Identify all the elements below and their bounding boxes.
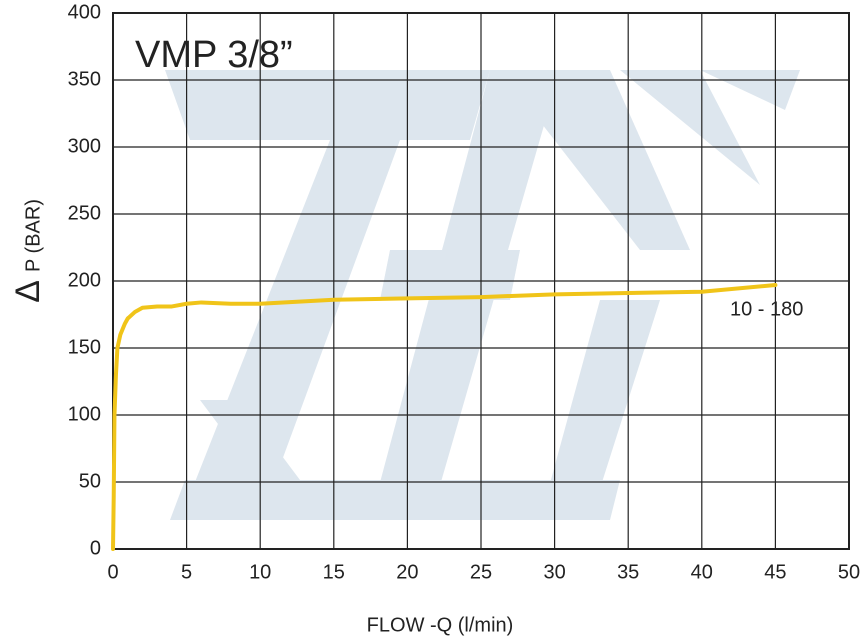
watermark-shape	[620, 70, 760, 185]
annotation: 10 - 180	[730, 298, 803, 320]
watermark-shape	[500, 70, 690, 250]
watermark-shape	[380, 250, 520, 300]
y-tick-label: 300	[68, 135, 101, 157]
x-tick-label: 20	[396, 561, 418, 583]
watermark-shape	[540, 300, 660, 520]
x-tick-label: 0	[107, 561, 118, 583]
x-axis-label: FLOW -Q (l/min)	[367, 614, 514, 636]
y-axis-label-group: Δ P (BAR)	[9, 199, 47, 303]
watermark-shape	[180, 140, 400, 520]
x-tick-label: 50	[838, 561, 860, 583]
y-tick-label: 100	[68, 403, 101, 425]
data-line	[111, 283, 778, 551]
y-axis-label: P (BAR)	[22, 199, 44, 272]
y-tick-label: 400	[68, 1, 101, 23]
chart-title: VMP 3/8”	[135, 34, 293, 76]
x-tick-label: 30	[543, 561, 565, 583]
y-axis-symbol: Δ	[9, 280, 47, 303]
watermark	[165, 70, 800, 520]
y-tick-label: 200	[68, 269, 101, 291]
x-tick-label: 10	[249, 561, 271, 583]
x-tick-label: 40	[691, 561, 713, 583]
x-tick-label: 25	[470, 561, 492, 583]
y-tick-label: 150	[68, 336, 101, 358]
x-tick-label: 5	[181, 561, 192, 583]
x-tick-label: 45	[764, 561, 786, 583]
y-tick-label: 0	[90, 537, 101, 559]
y-tick-label: 250	[68, 202, 101, 224]
watermark-shape	[170, 480, 620, 520]
x-tick-label: 35	[617, 561, 639, 583]
x-tick-label: 15	[323, 561, 345, 583]
watermark-shape	[165, 70, 490, 140]
y-tick-label: 350	[68, 68, 101, 90]
y-tick-label: 50	[79, 470, 101, 492]
